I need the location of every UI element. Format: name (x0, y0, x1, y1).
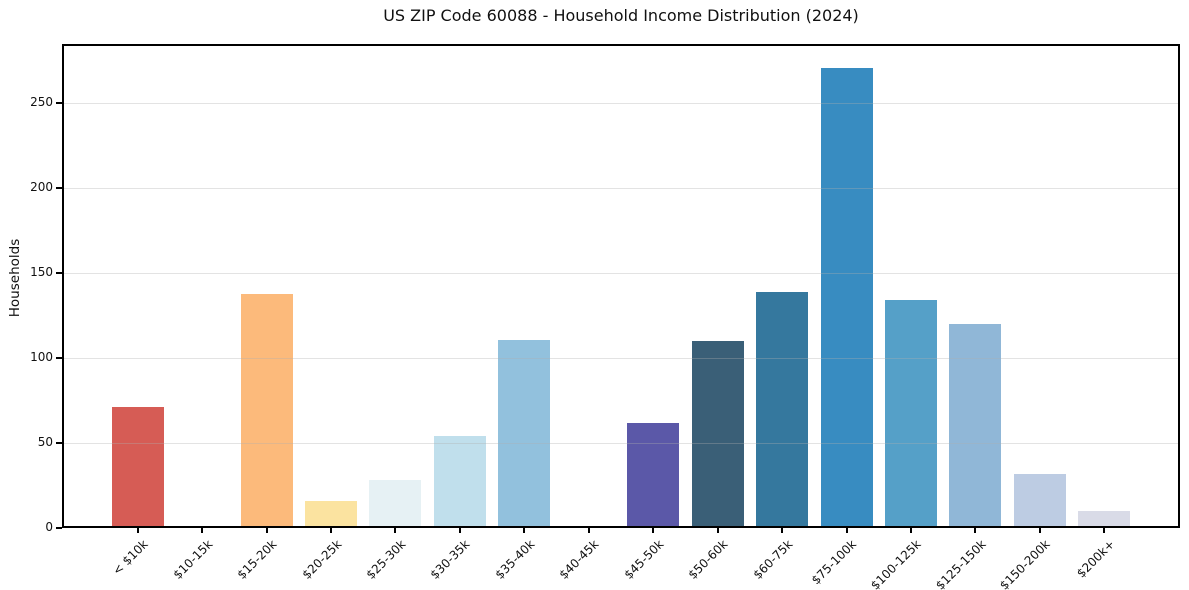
bar-$60-75k (756, 291, 809, 528)
x-tick-mark (523, 528, 526, 533)
x-tick-label: $10-15k (170, 537, 215, 582)
bar-$200k+ (1078, 511, 1131, 528)
x-tick-mark (329, 528, 332, 533)
x-tick-mark (458, 528, 461, 533)
y-tick-label: 250 (30, 95, 53, 110)
bar-$75-100k (820, 67, 873, 528)
x-tick-label: $125-150k (932, 537, 989, 590)
x-tick-label: $35-40k (492, 537, 538, 582)
y-tick-mark (56, 357, 62, 360)
x-tick-mark (265, 528, 268, 533)
x-tick-label: $50-60k (685, 537, 731, 582)
y-tick-label: 100 (30, 350, 53, 365)
x-tick-label: $25-30k (363, 537, 409, 582)
gridline-100 (62, 357, 1180, 359)
x-tick-mark (394, 528, 397, 533)
y-tick-label: 150 (30, 265, 53, 280)
y-tick-label: 200 (30, 180, 53, 195)
bar-$15-20k (240, 293, 293, 528)
gridline-50 (62, 442, 1180, 444)
x-tick-label: $100-125k (868, 537, 924, 590)
bar-$25-30k (369, 480, 422, 528)
x-tick-mark (1103, 528, 1106, 533)
x-tick-label: $200k+ (1073, 537, 1118, 581)
x-tick-mark (910, 528, 913, 533)
x-tick-label: $15-20k (234, 537, 280, 582)
x-tick-mark (845, 528, 848, 533)
y-tick-mark (56, 442, 62, 445)
y-tick-label: 0 (45, 520, 53, 534)
x-tick-label: $60-75k (750, 537, 796, 582)
x-tick-label: $150-200k (997, 537, 1053, 590)
x-tick-mark (716, 528, 719, 533)
y-tick-mark (56, 272, 62, 275)
chart-title: US ZIP Code 60088 - Household Income Dis… (383, 6, 859, 25)
x-tick-mark (781, 528, 784, 533)
x-tick-label: $40-45k (556, 537, 602, 582)
bar-$150-200k (1013, 473, 1066, 528)
gridline-250 (62, 102, 1180, 104)
y-tick-label: 50 (37, 435, 53, 450)
y-tick-mark (56, 527, 62, 529)
bars-layer (62, 44, 1180, 528)
y-tick-mark (56, 102, 62, 105)
bar-$50-60k (691, 341, 744, 528)
x-tick-label: $45-50k (621, 537, 667, 582)
x-tick-label: $75-100k (809, 537, 860, 588)
x-tick-mark (201, 528, 204, 533)
plot-area (62, 44, 1180, 528)
x-tick-label: $20-25k (298, 537, 344, 582)
bar-$125-150k (949, 324, 1002, 528)
gridline-200 (62, 187, 1180, 189)
x-tick-mark (136, 528, 139, 533)
gridline-150 (62, 272, 1180, 274)
x-tick-mark (587, 528, 590, 533)
bar-$30-35k (433, 436, 486, 528)
x-tick-mark (1038, 528, 1041, 533)
x-tick-label: < $10k (109, 537, 151, 578)
bar-$35-40k (498, 339, 551, 528)
bar-$20-25k (304, 500, 357, 528)
x-tick-label: $30-35k (427, 537, 473, 582)
y-tick-mark (56, 187, 62, 190)
gridlines-layer (62, 44, 1180, 528)
x-tick-mark (974, 528, 977, 533)
bar-$45-50k (627, 422, 680, 528)
bar-$100-125k (885, 300, 938, 528)
x-tick-mark (652, 528, 655, 533)
bar-< $10k (111, 407, 164, 528)
